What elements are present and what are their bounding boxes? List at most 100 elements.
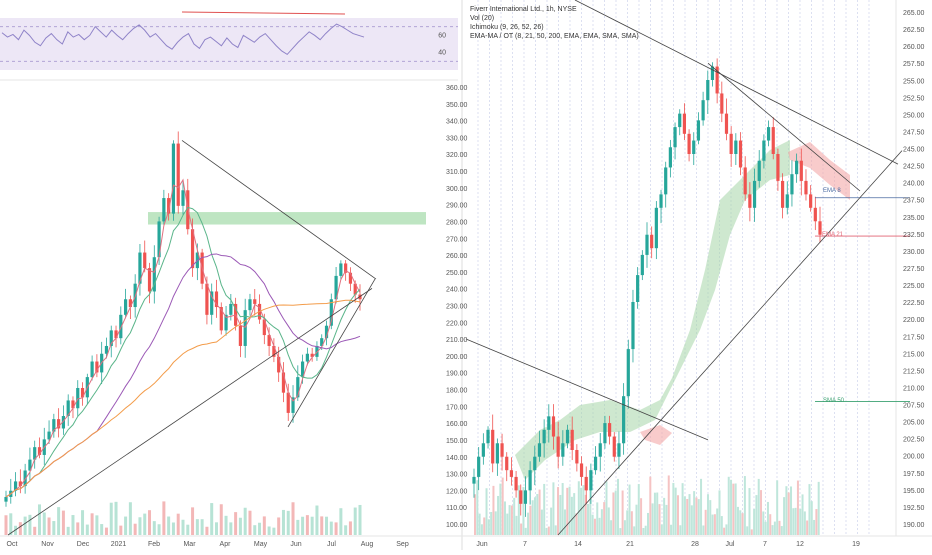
hourly-volume-bar (762, 511, 765, 535)
hourly-volume-bar (545, 527, 548, 535)
hourly-volume-bar (593, 518, 596, 535)
hourly-candle (650, 234, 654, 249)
hourly-volume-bar (803, 511, 806, 535)
daily-candle (80, 387, 85, 398)
daily-candle (305, 353, 309, 362)
daily-x-tick-label: Jul (327, 541, 336, 548)
hourly-right-price-tick: 205.00 (903, 420, 925, 427)
hourly-volume-bar (688, 494, 691, 535)
hourly-right-price-tick: 232.50 (903, 232, 925, 239)
daily-volume-bar (9, 513, 13, 535)
hourly-volume-bar (633, 526, 636, 535)
rsi-divergence-line (181, 11, 346, 15)
daily-candle (248, 299, 252, 311)
daily-volume-bar (171, 522, 175, 535)
daily-volume-bar (262, 516, 266, 535)
hourly-volume-bar (605, 481, 608, 535)
hourly-candle (636, 275, 640, 302)
hourly-left-price-tick: 310.00 (446, 169, 468, 176)
hourly-left-price-tick: 160.00 (446, 421, 468, 428)
daily-x-tick-label: Oct (7, 541, 18, 548)
hourly-right-price-tick: 217.50 (903, 334, 925, 341)
daily-candle (210, 291, 214, 315)
hourly-candle (720, 93, 724, 114)
hourly-right-price-tick: 190.00 (903, 522, 925, 529)
hourly-volume-bar (736, 506, 739, 535)
hourly-candle (701, 100, 705, 121)
hourly-candle (575, 450, 579, 464)
daily-volume-bar (253, 525, 257, 535)
hourly-candle (743, 167, 747, 195)
hourly-candle (495, 443, 499, 464)
hourly-left-price-tick: 140.00 (446, 455, 468, 462)
daily-x-tick-label: Dec (77, 541, 90, 548)
hourly-volume-bar (799, 508, 802, 535)
hourly-left-price-tick: 300.00 (446, 186, 468, 193)
daily-candle (109, 330, 113, 346)
hourly-volume-bar (651, 503, 654, 535)
daily-volume-bar (301, 516, 305, 535)
hourly-volume-bar (709, 500, 712, 535)
hourly-volume-bar (785, 486, 788, 535)
hourly-volume-bar (483, 517, 486, 535)
hourly-volume-bar (750, 529, 753, 535)
hourly-volume-bar (591, 514, 594, 535)
daily-volume-bar (353, 507, 357, 535)
hourly-volume-bar (499, 483, 502, 535)
ema8-label: EMA 8 (823, 188, 841, 194)
hourly-left-price-tick: 270.00 (446, 236, 468, 243)
hourly-volume-bar (607, 507, 610, 535)
hourly-volume-bar (614, 490, 617, 535)
daily-candle (224, 314, 228, 331)
hourly-candle (533, 456, 537, 471)
hourly-x-tick-label: Jul (726, 541, 735, 548)
daily-sma200-line (5, 299, 361, 498)
hourly-x-tick-label: 28 (691, 541, 699, 548)
daily-candle (219, 307, 223, 331)
hourly-candle (654, 207, 658, 249)
hourly-candle (785, 194, 789, 208)
hourly-volume-bar (626, 510, 629, 535)
daily-volume-bar (133, 523, 137, 535)
hourly-volume-bar (808, 484, 811, 535)
daily-panel: Oct Nov Dec 2021 Feb Mar Apr May Jun Jul Aug Sep (4, 131, 426, 548)
daily-volume-bar (124, 516, 128, 535)
hourly-volume-bar (635, 504, 638, 535)
hourly-right-price-tick: 210.00 (903, 385, 925, 392)
hourly-left-price-tick: 260.00 (446, 253, 468, 260)
daily-candle (167, 198, 171, 214)
daily-candle (18, 481, 22, 487)
hourly-right-price-tick: 237.50 (903, 198, 925, 205)
hourly-right-price-tick: 215.00 (903, 351, 925, 358)
daily-x-tick-label: Nov (41, 541, 54, 548)
hourly-volume-bar (700, 478, 703, 535)
hourly-candle (556, 436, 560, 457)
hourly-volume-bar (718, 490, 721, 535)
hourly-volume-bar (589, 489, 592, 535)
hourly-volume-bar (533, 497, 536, 535)
daily-volume-bar (33, 526, 37, 535)
daily-wedge-lower-line (287, 278, 376, 428)
hourly-left-price-tick: 230.00 (446, 304, 468, 311)
hourly-right-price-tick: 262.50 (903, 27, 925, 34)
daily-volume-bar (334, 522, 338, 535)
hourly-right-price-tick: 240.00 (903, 181, 925, 188)
daily-volume-bar (90, 513, 94, 535)
daily-volume-bar (243, 507, 247, 535)
hourly-volume-bar (612, 492, 615, 535)
hourly-candle (509, 470, 514, 477)
hourly-volume-bar (810, 501, 813, 535)
hourly-left-price-tick: 320.00 (446, 152, 468, 159)
hourly-candle (603, 423, 607, 444)
hourly-candle (491, 429, 495, 464)
daily-volume-bar (14, 525, 18, 535)
hourly-volume-bar (658, 504, 661, 535)
hourly-left-price-tick: 190.00 (446, 371, 468, 378)
hourly-volume-bar (741, 513, 744, 535)
daily-volume-bar (329, 521, 333, 535)
hourly-candle (570, 429, 574, 450)
hourly-right-price-tick: 235.00 (903, 215, 925, 222)
hourly-ichimoku-cloud-bull (515, 140, 790, 480)
hourly-candle (626, 349, 630, 397)
legend-volume: Vol (20) (470, 15, 494, 22)
